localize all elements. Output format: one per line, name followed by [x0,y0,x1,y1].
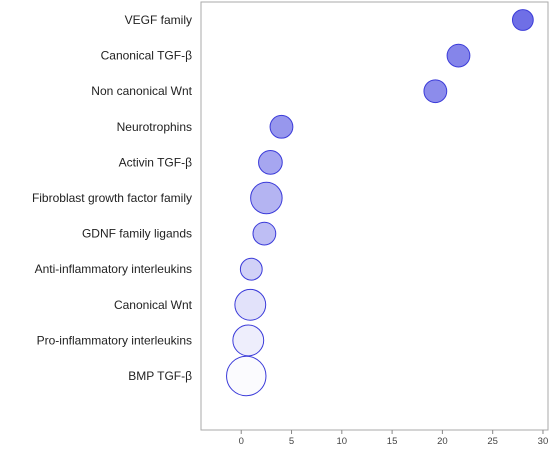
bubble-point [269,114,294,139]
category-label: GDNF family ligands [82,227,192,241]
category-label: BMP TGF-β [128,369,192,383]
bubble-point [258,150,283,175]
x-tick-label: 15 [387,436,398,447]
category-label: Activin TGF-β [119,155,192,169]
bubble-point [446,43,471,68]
category-label: Pro-inflammatory interleukins [37,333,192,347]
bubble-point [232,324,265,357]
x-axis: 0 5 10 15 20 25 30 [239,430,549,447]
bubble-point [423,79,448,104]
category-label: Non canonical Wnt [91,84,192,98]
bubble-point [234,288,267,321]
category-label: Canonical TGF-β [101,49,192,63]
category-label: Anti-inflammatory interleukins [35,262,192,276]
x-tick-label: 20 [437,436,448,447]
x-tick-label: 10 [337,436,348,447]
x-tick-label: 5 [289,436,294,447]
category-labels: VEGF family Canonical TGF-β Non canonical … [32,13,193,383]
bubble-point [252,221,277,246]
x-tick-label: 30 [538,436,549,447]
x-tick-label: 25 [487,436,498,447]
plot-frame [200,1,549,431]
category-label: VEGF family [125,13,192,27]
bubble-point [250,181,283,215]
category-label: Fibroblast growth factor family [32,191,192,205]
x-tick-label: 0 [239,436,244,447]
bubbles [226,9,534,397]
bubble-point [226,355,267,397]
bubble-point [511,9,534,31]
category-label: Canonical Wnt [114,298,193,312]
category-label: Neurotrophins [117,120,192,134]
bubble-point [239,257,263,281]
